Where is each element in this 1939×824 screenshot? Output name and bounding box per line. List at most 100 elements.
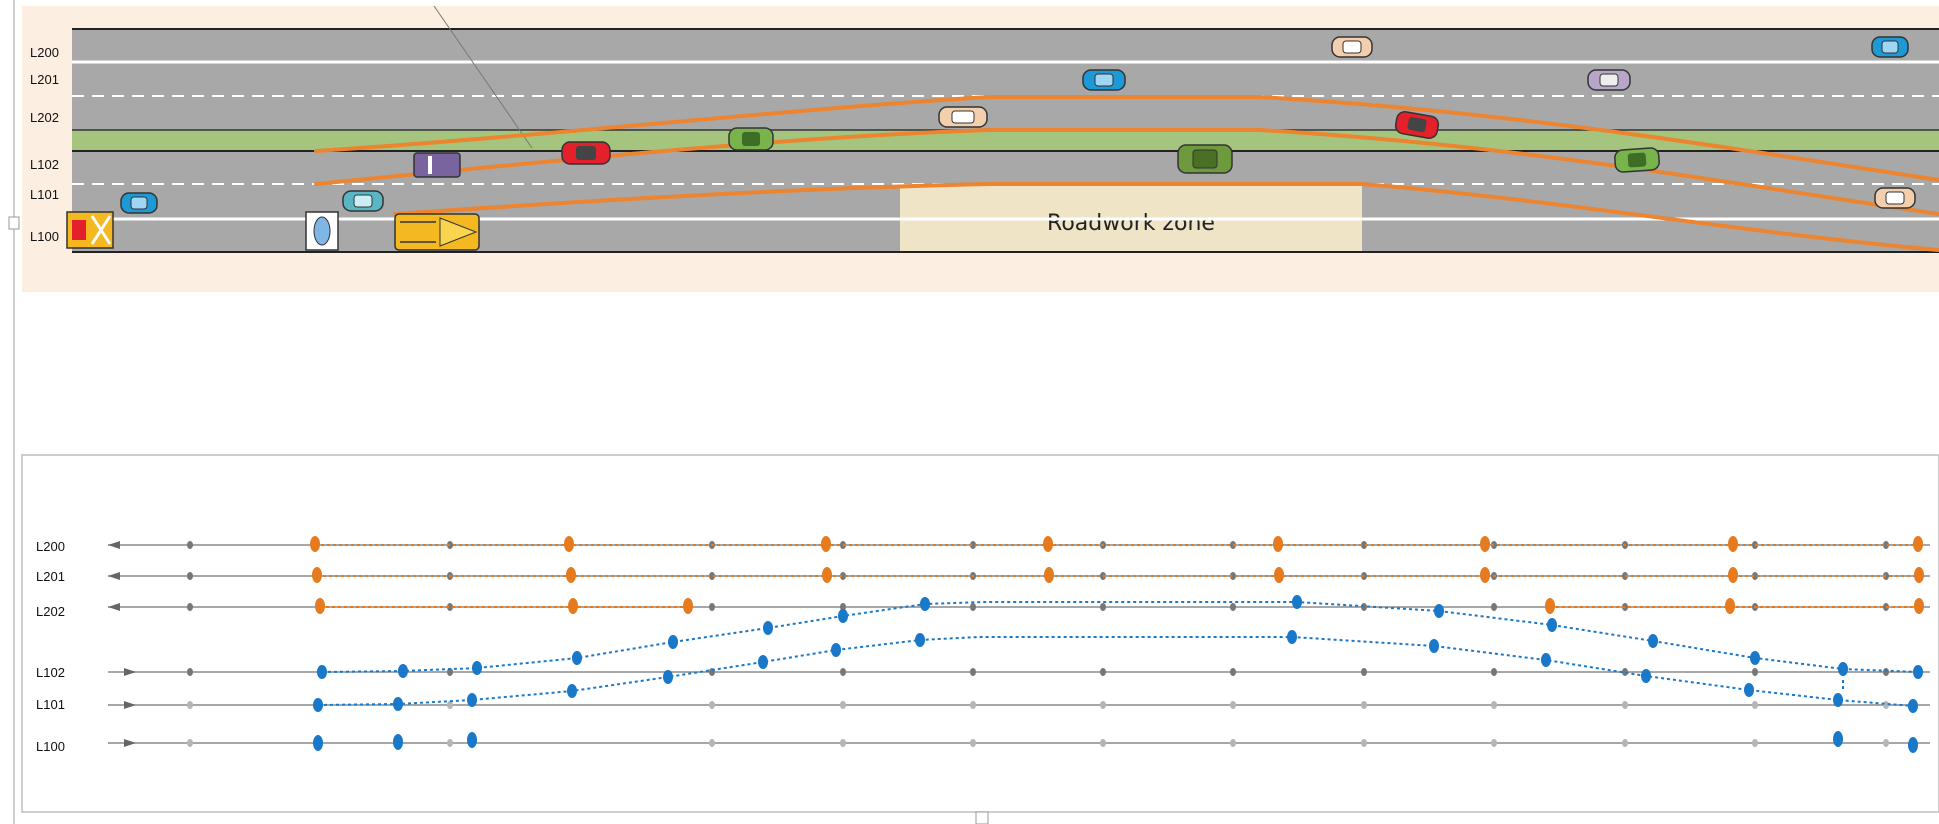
grid-node <box>840 572 846 580</box>
roadwork-zone-label: Roadwork zone <box>1047 211 1215 236</box>
grid-node <box>1100 701 1106 709</box>
grid-node <box>1491 668 1497 676</box>
grid-node <box>187 668 193 676</box>
blue-node <box>393 697 403 711</box>
roadwork-vehicle <box>66 211 114 249</box>
graph-lane-label: L200 <box>36 539 65 554</box>
orange-node <box>1273 536 1283 552</box>
arrow-right-icon <box>124 739 136 747</box>
grid-node <box>1230 572 1236 580</box>
vehicle <box>413 152 461 178</box>
grid-node <box>1883 739 1889 747</box>
warning-light-icon <box>72 220 86 240</box>
blue-link <box>321 601 1919 673</box>
grid-node <box>970 739 976 747</box>
top-lane-label: L101 <box>30 187 59 202</box>
blue-node <box>567 684 577 698</box>
vehicle <box>1871 36 1909 58</box>
grid-node <box>187 541 193 549</box>
grid-node <box>1622 668 1628 676</box>
grid-node <box>840 603 846 611</box>
graph-lane-label: L100 <box>36 739 65 754</box>
top-lane-label: L202 <box>30 110 59 125</box>
vehicle <box>120 192 158 214</box>
resize-handle-icon[interactable] <box>8 216 20 230</box>
grid-node <box>1883 668 1889 676</box>
blue-node <box>1429 639 1439 653</box>
grid-node <box>1491 739 1497 747</box>
orange-node <box>1914 598 1924 614</box>
excavator-arm-icon <box>439 217 478 247</box>
blue-node <box>1547 618 1557 632</box>
grid-node <box>709 739 715 747</box>
orange-node <box>1043 536 1053 552</box>
blue-node <box>467 693 477 707</box>
grid-node <box>1883 541 1889 549</box>
blue-node <box>317 665 327 679</box>
vehicle <box>1082 69 1126 91</box>
blue-node <box>1908 737 1918 753</box>
vehicle <box>1177 144 1233 174</box>
blue-node <box>472 661 482 675</box>
blue-node <box>920 597 930 611</box>
trajectory-path <box>314 95 1939 182</box>
grid-node <box>840 739 846 747</box>
car-window-icon <box>1627 152 1647 168</box>
vehicle <box>1331 36 1373 58</box>
blue-node <box>915 633 925 647</box>
grid-node <box>1361 541 1367 549</box>
grid-node <box>1752 739 1758 747</box>
grid-node <box>1230 668 1236 676</box>
car-window-icon <box>576 146 596 160</box>
vehicle <box>728 127 774 151</box>
grid-node <box>1361 701 1367 709</box>
car-window-icon <box>951 110 975 124</box>
grid-node <box>970 701 976 709</box>
trajectory-path <box>393 182 1939 252</box>
orange-node <box>1914 567 1924 583</box>
blue-node <box>467 732 477 748</box>
orange-node <box>683 598 693 614</box>
grid-node <box>1622 701 1628 709</box>
orange-node <box>312 567 322 583</box>
blue-node <box>1744 683 1754 697</box>
grid-node <box>709 701 715 709</box>
truck-icon <box>413 152 461 178</box>
truck-cab-icon <box>428 156 432 174</box>
vehicle <box>342 190 384 212</box>
arrow-left-icon <box>108 541 120 549</box>
blue-node <box>1913 665 1923 679</box>
car-window-icon <box>1407 117 1427 132</box>
vehicle <box>561 141 611 165</box>
grid-node <box>187 701 193 709</box>
lane-graph <box>108 536 1930 753</box>
grid-node <box>970 603 976 611</box>
orange-node <box>1728 536 1738 552</box>
car-window-icon <box>130 196 148 210</box>
blue-node <box>668 635 678 649</box>
orange-node <box>821 536 831 552</box>
blue-node <box>572 651 582 665</box>
blue-node <box>1641 669 1651 683</box>
grid-node <box>447 739 453 747</box>
blue-node <box>1434 604 1444 618</box>
arrow-right-icon <box>124 701 136 709</box>
graph-lane-labels: L200 L201 L202 L102 L101 L100 <box>36 539 65 754</box>
graph-panel-frame <box>21 454 1939 813</box>
orange-node <box>564 536 574 552</box>
grid-node <box>1361 668 1367 676</box>
graph-lane-label: L201 <box>36 569 65 584</box>
grid-node <box>1230 603 1236 611</box>
orange-node <box>310 536 320 552</box>
excavator-icon <box>394 213 480 251</box>
arrow-left-icon <box>108 603 120 611</box>
blue-link <box>317 636 1914 707</box>
vehicle <box>1614 147 1660 173</box>
graph-lane-label: L202 <box>36 604 65 619</box>
blue-node <box>1750 651 1760 665</box>
blue-node <box>1838 662 1848 676</box>
orange-node <box>1480 536 1490 552</box>
grid-node <box>447 701 453 709</box>
resize-handle-icon[interactable] <box>975 811 989 824</box>
